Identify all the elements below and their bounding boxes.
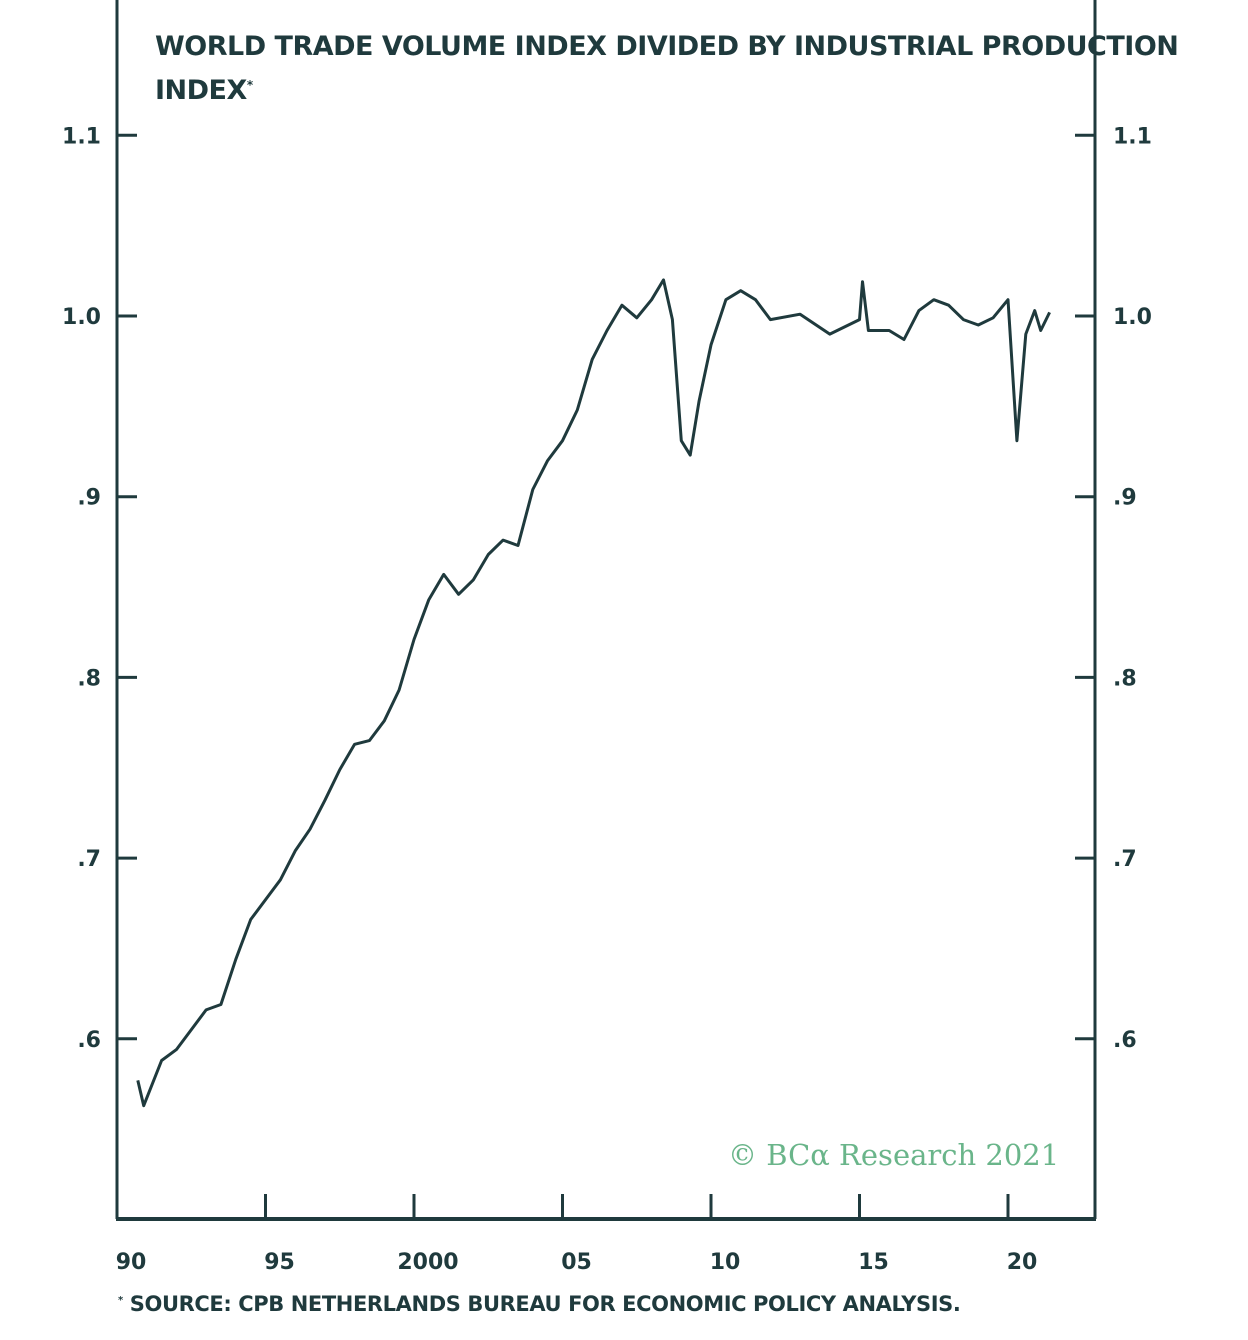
footnote: * SOURCE: CPB NETHERLANDS BUREAU FOR ECO… — [118, 1292, 961, 1316]
x-tick-label: 95 — [264, 1250, 295, 1275]
y-tick-label-right: 1.1 — [1113, 124, 1152, 149]
x-tick-label: 20 — [1007, 1250, 1038, 1275]
x-tick-label: 10 — [710, 1250, 741, 1275]
y-tick-label-left: 1.1 — [62, 124, 101, 149]
y-tick-label-right: .8 — [1113, 666, 1137, 691]
series-line — [136, 278, 1051, 1108]
chart-title: WORLD TRADE VOLUME INDEX DIVIDED BY INDU… — [155, 31, 1179, 106]
y-tick-label-right: .6 — [1113, 1028, 1137, 1053]
y-tick-label-left: .8 — [77, 666, 101, 691]
x-tick-label: 05 — [561, 1250, 592, 1275]
y-tick-label-left: .9 — [77, 486, 101, 511]
y-tick-label-left: 1.0 — [62, 305, 101, 330]
y-tick-label-left: .7 — [77, 847, 101, 872]
x-tick-label: 15 — [858, 1250, 889, 1275]
x-tick-label: 90 — [116, 1250, 147, 1275]
y-tick-label-left: .6 — [77, 1028, 101, 1053]
x-tick-label: 2000 — [397, 1250, 458, 1275]
watermark: © BCα Research 2021 — [728, 1138, 1060, 1172]
y-tick-label-right: .9 — [1113, 486, 1137, 511]
y-tick-label-right: .7 — [1113, 847, 1137, 872]
y-tick-label-right: 1.0 — [1113, 305, 1152, 330]
ticks: .6 .6 .7 .7 .8 .8 .9 .9 1.0 1.0 1.1 1.1 90 95 2000 05 10… — [62, 124, 1152, 1275]
axes — [115, 0, 1097, 1221]
